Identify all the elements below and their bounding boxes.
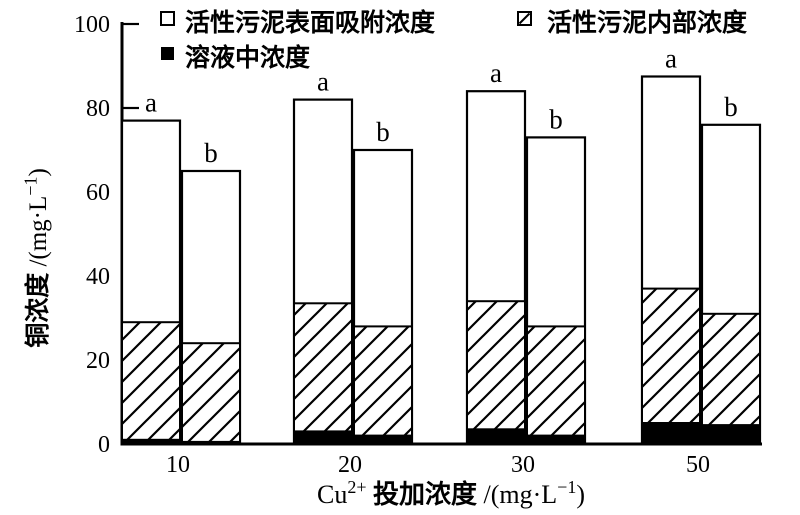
bar-a-50-segment-hatch	[641, 287, 701, 424]
bar-b-20-segment-hatch	[353, 325, 413, 437]
bar-letter-label-b-20: b	[376, 117, 390, 147]
bar-b-50-segment-black	[702, 425, 760, 444]
bar-letter-label-a-20: a	[317, 67, 329, 97]
x-axis-title: Cu2+ 投加浓度 /(mg·L−1)	[317, 477, 585, 509]
bar-letter-label-b-30: b	[549, 104, 563, 134]
bar-letter-label-a-30: a	[490, 58, 502, 88]
bar-a-20-segment-hatch	[293, 302, 353, 433]
x-tick-label: 50	[686, 452, 710, 478]
y-tick-label: 40	[86, 264, 110, 290]
bar-a-30-segment-hatch	[466, 300, 526, 431]
y-tick-label: 60	[86, 180, 110, 206]
y-tick-label: 100	[74, 12, 110, 38]
legend-label: 活性污泥内部浓度	[547, 8, 747, 37]
bar-letter-label-a-50: a	[665, 44, 677, 74]
x-tick-label: 10	[166, 452, 190, 478]
bar-letter-label-a-10: a	[145, 88, 157, 118]
bar-b-50-segment-hatch	[701, 312, 761, 427]
bar-a-10-segment-hatch	[121, 321, 181, 441]
legend-label: 溶液中浓度	[185, 43, 310, 72]
y-tick-label: 80	[86, 96, 110, 122]
legend-swatch-black	[161, 47, 174, 60]
bar-b-10-segment-black	[182, 441, 240, 444]
bar-a-10-segment-black	[122, 439, 180, 444]
bar-a-20-segment-black	[294, 431, 352, 444]
bar-letter-label-b-50: b	[724, 92, 738, 122]
bar-b-30-segment-hatch	[526, 325, 586, 437]
y-tick-label: 20	[86, 348, 110, 374]
y-tick-label: 0	[98, 432, 110, 458]
bar-letter-label-b-10: b	[204, 138, 218, 168]
legend-label: 活性污泥表面吸附浓度	[185, 8, 435, 37]
bar-b-10-segment-hatch	[181, 342, 241, 443]
x-tick-label: 30	[511, 452, 535, 478]
y-axis-title: 铜浓度 /(mg·L−1)	[21, 168, 53, 348]
legend-swatch-hatch-line	[518, 12, 531, 25]
bar-a-30-segment-black	[467, 429, 525, 444]
bar-b-30-segment-black	[527, 435, 585, 444]
legend-swatch-white	[160, 11, 175, 26]
bar-b-20-segment-black	[354, 435, 412, 444]
x-tick-label: 20	[338, 452, 362, 478]
bar-a-50-segment-black	[642, 423, 700, 444]
